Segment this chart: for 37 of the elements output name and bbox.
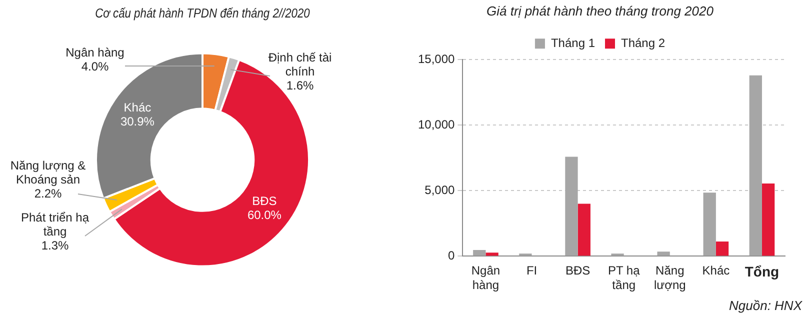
data-label: 2.2% xyxy=(34,186,62,200)
x-tick-label: PT hạ tầng xyxy=(608,264,640,292)
y-tick-label: 5,000 xyxy=(424,182,456,197)
slice-label: Định chế tài chính xyxy=(268,50,332,78)
legend-label: Tháng 2 xyxy=(621,36,666,50)
x-tick-label: BĐS xyxy=(565,264,590,278)
slice-label: Ngân hàng xyxy=(66,45,124,60)
text: Nguồn: HNX xyxy=(729,298,802,313)
bar xyxy=(486,252,498,256)
y-tick-label: 15,000 xyxy=(418,52,456,66)
y-tick-label: 0 xyxy=(448,248,456,263)
x-tick-label: Năng lượng xyxy=(654,264,686,292)
data-label: 1.6% xyxy=(286,78,314,92)
bar xyxy=(657,252,670,256)
bar xyxy=(578,204,590,256)
x-tick-label: Tổng xyxy=(744,263,780,280)
x-tick-label: FI xyxy=(526,264,538,278)
slice-label: Khác xyxy=(124,100,152,115)
slice-label: BĐS xyxy=(252,194,277,208)
bar xyxy=(762,183,775,256)
data-label: 30.9% xyxy=(120,114,155,129)
bar xyxy=(703,192,716,256)
chart-title: Giá trị phát hành theo tháng trong 2020 xyxy=(486,3,714,18)
data-label: 60.0% xyxy=(247,208,282,222)
slice-label: Năng lượng & Khoáng sản xyxy=(10,158,86,186)
bar xyxy=(749,75,762,256)
bar xyxy=(565,156,578,256)
legend-label: Tháng 1 xyxy=(550,36,596,50)
data-label: 4.0% xyxy=(81,59,109,74)
x-tick-label: Khác xyxy=(702,264,730,278)
x-tick-label: Ngân hàng xyxy=(471,264,500,292)
chart-title: Cơ cấu phát hành TPDN đến tháng 2//2020 xyxy=(95,6,310,21)
data-label: 1.3% xyxy=(41,238,69,252)
slice-label: Phát triển hạ tầng xyxy=(20,210,90,238)
bar xyxy=(716,242,729,256)
bar xyxy=(473,250,486,256)
y-tick-label: 10,000 xyxy=(418,117,456,132)
